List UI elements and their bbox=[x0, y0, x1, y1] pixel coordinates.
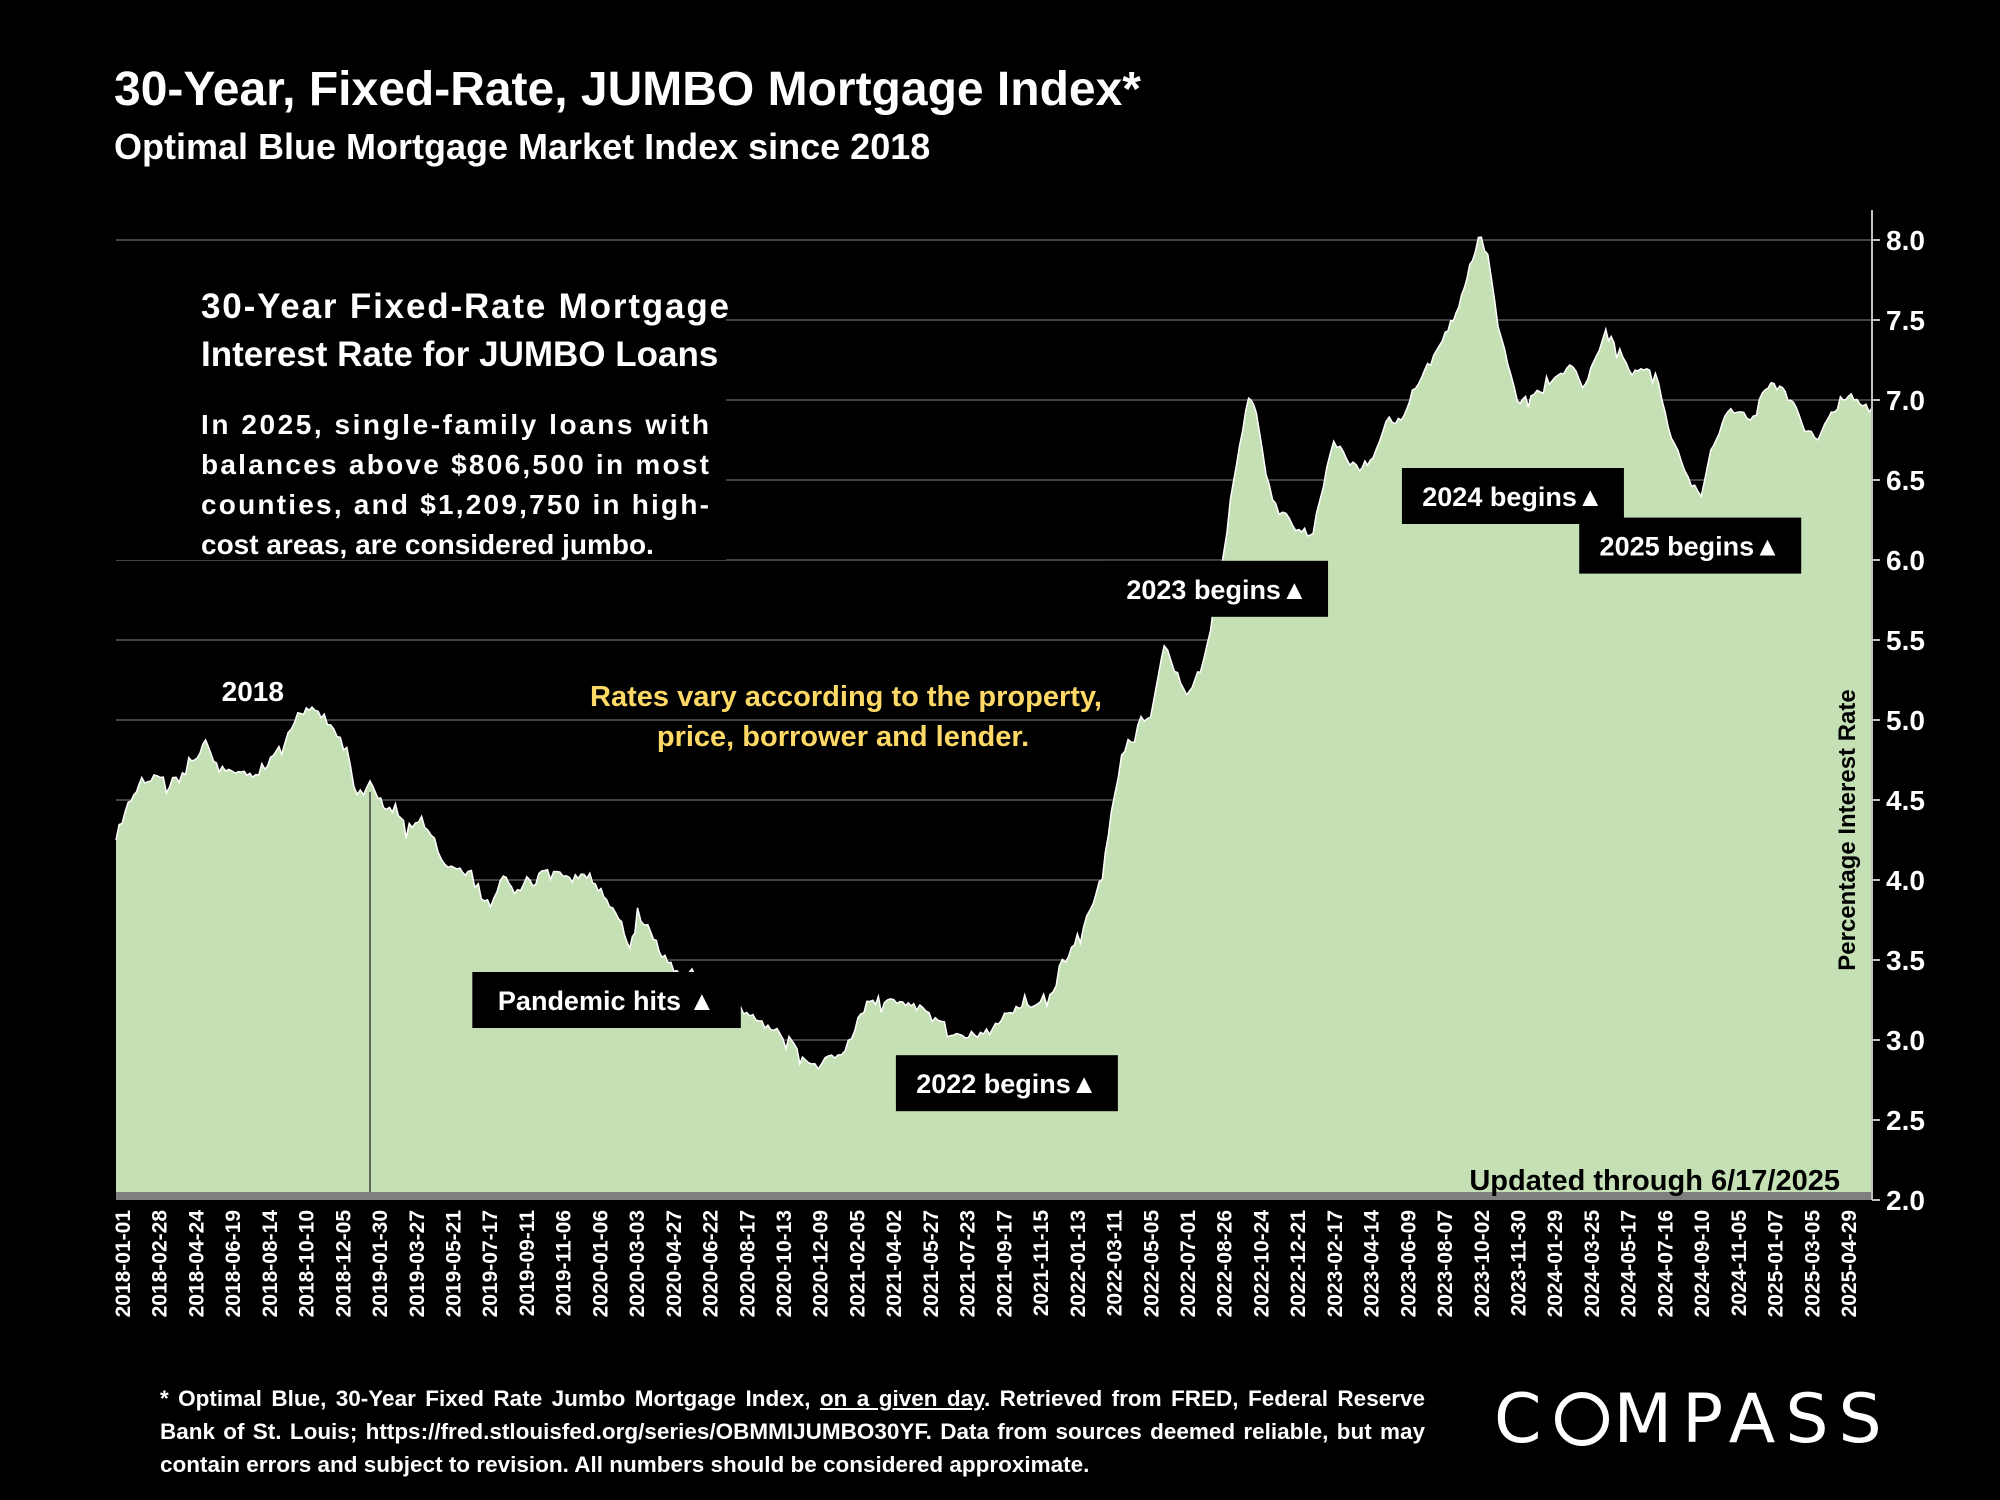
x-tick-label: 2023-06-09 bbox=[1397, 1210, 1420, 1317]
x-tick-label: 2018-01-01 bbox=[112, 1210, 135, 1318]
logo-rest: MPASS bbox=[1613, 1380, 1892, 1459]
x-tick-label: 2020-06-22 bbox=[700, 1210, 723, 1317]
y-tick-label: 2.5 bbox=[1886, 1105, 1925, 1136]
x-tick-label: 2018-10-10 bbox=[296, 1210, 319, 1317]
annotation-label: Pandemic hits ▲ bbox=[498, 986, 715, 1016]
info-box-heading-1: 30-Year Fixed-Rate Mortgage bbox=[201, 287, 729, 326]
x-tick-label: 2022-05-05 bbox=[1140, 1210, 1163, 1318]
x-tick-label: 2018-08-14 bbox=[259, 1210, 282, 1318]
info-box bbox=[116, 280, 726, 560]
x-tick-label: 2025-01-07 bbox=[1765, 1210, 1788, 1317]
x-tick-label: 2020-03-03 bbox=[626, 1210, 649, 1317]
x-tick-label: 2022-08-26 bbox=[1214, 1210, 1237, 1317]
y-tick-label: 5.0 bbox=[1886, 705, 1925, 736]
info-box-line-4: cost areas, are considered jumbo. bbox=[201, 529, 654, 560]
footnote-text-2: . Retrieved from FRED, Federal Reserve B… bbox=[160, 1386, 1425, 1477]
y-tick-label: 6.5 bbox=[1886, 465, 1925, 496]
rates-note-line-2: price, borrower and lender. bbox=[657, 721, 1029, 753]
x-tick-label: 2018-06-19 bbox=[222, 1210, 245, 1317]
x-tick-label: 2024-05-17 bbox=[1618, 1210, 1641, 1317]
annotation-box bbox=[1401, 468, 1624, 524]
x-tick-label: 2023-10-02 bbox=[1471, 1210, 1494, 1317]
x-tick-label: 2024-01-29 bbox=[1544, 1210, 1567, 1317]
x-tick-label: 2024-09-10 bbox=[1691, 1210, 1714, 1317]
x-tick-label: 2024-07-16 bbox=[1654, 1210, 1677, 1317]
x-tick-label: 2020-01-06 bbox=[589, 1210, 612, 1317]
chart-subtitle: Optimal Blue Mortgage Market Index since… bbox=[114, 126, 931, 167]
annotation-label: 2018 bbox=[222, 676, 284, 707]
x-tick-label: 2019-01-30 bbox=[369, 1210, 392, 1317]
annotation-box bbox=[1579, 517, 1802, 574]
y-tick-label: 3.0 bbox=[1886, 1025, 1925, 1056]
x-tick-label: 2023-08-07 bbox=[1434, 1210, 1457, 1317]
x-tick-label: 2024-11-05 bbox=[1728, 1210, 1751, 1317]
x-tick-label: 2021-07-23 bbox=[957, 1210, 980, 1317]
y-axis-label: Percentage Interest Rate bbox=[1834, 689, 1861, 970]
info-box-heading-2: Interest Rate for JUMBO Loans bbox=[201, 335, 718, 374]
x-tick-label: 2020-12-09 bbox=[810, 1210, 833, 1317]
x-tick-label: 2022-07-01 bbox=[1177, 1210, 1200, 1318]
footnote-text-1: * Optimal Blue, 30-Year Fixed Rate Jumbo… bbox=[160, 1386, 820, 1411]
x-axis-baseline bbox=[116, 1192, 1872, 1200]
annotation-label: 2022 begins▲ bbox=[916, 1069, 1097, 1099]
x-tick-label: 2020-08-17 bbox=[736, 1210, 759, 1317]
x-tick-label: 2025-03-05 bbox=[1801, 1210, 1824, 1318]
x-tick-label: 2022-12-21 bbox=[1287, 1210, 1310, 1318]
x-tick-label: 2023-02-17 bbox=[1324, 1210, 1347, 1317]
info-box-line-3: counties, and $1,209,750 in high- bbox=[201, 489, 709, 520]
x-tick-label: 2021-09-17 bbox=[993, 1210, 1016, 1317]
annotation-box bbox=[895, 1055, 1118, 1112]
y-tick-label: 7.5 bbox=[1886, 305, 1925, 336]
rates-note-line-1: Rates vary according to the property, bbox=[590, 681, 1102, 713]
x-tick-label: 2019-03-27 bbox=[406, 1210, 429, 1317]
x-tick-label: 2022-10-24 bbox=[1250, 1210, 1273, 1318]
chart-title: 30-Year, Fixed-Rate, JUMBO Mortgage Inde… bbox=[114, 63, 1141, 116]
x-tick-label: 2021-05-27 bbox=[920, 1210, 943, 1317]
x-tick-label: 2021-04-02 bbox=[883, 1210, 906, 1317]
x-tick-label: 2018-02-28 bbox=[149, 1210, 172, 1318]
x-tick-label: 2025-04-29 bbox=[1838, 1210, 1861, 1317]
y-tick-label: 6.0 bbox=[1886, 545, 1925, 576]
annotation-box bbox=[472, 972, 741, 1028]
x-tick-label: 2023-04-14 bbox=[1361, 1210, 1384, 1318]
x-tick-label: 2020-10-13 bbox=[773, 1210, 796, 1317]
footnote: * Optimal Blue, 30-Year Fixed Rate Jumbo… bbox=[160, 1382, 1425, 1481]
x-tick-label: 2021-11-15 bbox=[1030, 1210, 1053, 1317]
x-tick-label: 2022-03-11 bbox=[1104, 1210, 1127, 1317]
x-tick-label: 2019-07-17 bbox=[479, 1210, 502, 1317]
x-tick-label: 2020-04-27 bbox=[663, 1210, 686, 1317]
x-tick-label: 2019-09-11 bbox=[516, 1210, 539, 1317]
x-tick-label: 2021-02-05 bbox=[847, 1210, 870, 1318]
x-tick-label: 2022-01-13 bbox=[1067, 1210, 1090, 1317]
annotations: 2018 Pandemic hits ▲ 2022 begins▲ 2023 begi… bbox=[222, 468, 1802, 1112]
x-tick-label: 2023-11-30 bbox=[1508, 1210, 1531, 1316]
x-tick-label: 2019-05-21 bbox=[443, 1210, 466, 1318]
y-tick-label: 3.5 bbox=[1886, 945, 1925, 976]
annotation-box bbox=[1106, 560, 1329, 617]
info-box-line-1: In 2025, single-family loans with bbox=[201, 409, 709, 440]
updated-label: Updated through 6/17/2025 bbox=[1469, 1165, 1840, 1197]
annotation-label: 2023 begins▲ bbox=[1126, 575, 1307, 605]
x-tick-label: 2019-11-06 bbox=[553, 1210, 576, 1316]
logo-c: C bbox=[1494, 1380, 1552, 1459]
x-tick-label: 2018-12-05 bbox=[332, 1210, 355, 1318]
x-axis: 2018-01-01 2018-02-28 2018-04-24 2018-06-19… bbox=[112, 1210, 1861, 1318]
footnote-underlined: on a given day bbox=[819, 1386, 985, 1411]
y-axis: 2.0 2.5 3.0 3.5 4.0 4.5 5.0 5.5 6.0 6.5 7.0 7.5 8.0 bbox=[1871, 210, 1925, 1216]
y-tick-label: 8.0 bbox=[1886, 225, 1925, 256]
x-tick-label: 2018-04-24 bbox=[185, 1210, 208, 1318]
y-tick-label: 4.0 bbox=[1886, 865, 1925, 896]
annotation-label: 2025 begins▲ bbox=[1600, 532, 1781, 562]
y-tick-label: 4.5 bbox=[1886, 785, 1925, 816]
logo-o-icon bbox=[1555, 1392, 1610, 1446]
y-tick-label: 5.5 bbox=[1886, 625, 1925, 656]
y-tick-label: 2.0 bbox=[1886, 1185, 1925, 1216]
compass-logo: C MPASS bbox=[1494, 1380, 1892, 1459]
y-tick-label: 7.0 bbox=[1886, 385, 1925, 416]
info-box-line-2: balances above $806,500 in most bbox=[201, 449, 709, 480]
annotation-label: 2024 begins▲ bbox=[1422, 482, 1603, 512]
rate-line bbox=[115, 236, 1873, 1071]
x-tick-label: 2024-03-25 bbox=[1581, 1210, 1604, 1318]
